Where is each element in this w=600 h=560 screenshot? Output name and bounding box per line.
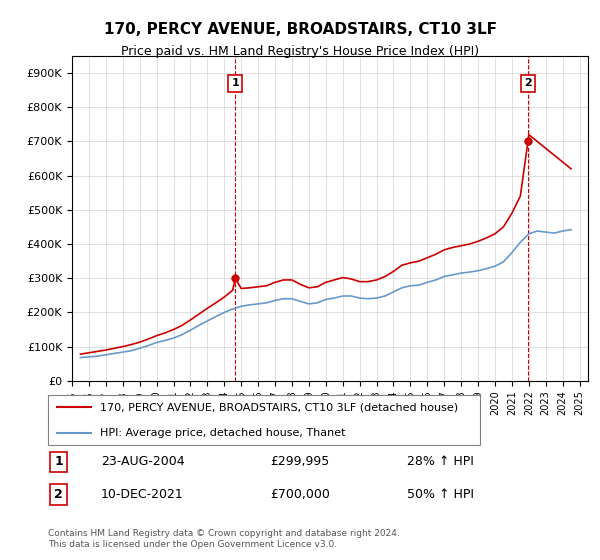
Text: HPI: Average price, detached house, Thanet: HPI: Average price, detached house, Than… <box>100 428 346 437</box>
Text: 170, PERCY AVENUE, BROADSTAIRS, CT10 3LF (detached house): 170, PERCY AVENUE, BROADSTAIRS, CT10 3LF… <box>100 403 458 412</box>
Text: £700,000: £700,000 <box>270 488 329 501</box>
Text: 1: 1 <box>232 78 239 88</box>
Text: Contains HM Land Registry data © Crown copyright and database right 2024.
This d: Contains HM Land Registry data © Crown c… <box>48 529 400 549</box>
Text: 50% ↑ HPI: 50% ↑ HPI <box>407 488 474 501</box>
Text: Price paid vs. HM Land Registry's House Price Index (HPI): Price paid vs. HM Land Registry's House … <box>121 45 479 58</box>
Text: 28% ↑ HPI: 28% ↑ HPI <box>407 455 474 468</box>
Text: 1: 1 <box>54 455 63 468</box>
Text: 23-AUG-2004: 23-AUG-2004 <box>101 455 184 468</box>
FancyBboxPatch shape <box>48 395 480 445</box>
Text: 2: 2 <box>524 78 532 88</box>
Text: 2: 2 <box>54 488 63 501</box>
Text: 10-DEC-2021: 10-DEC-2021 <box>101 488 184 501</box>
Text: £299,995: £299,995 <box>270 455 329 468</box>
Text: 170, PERCY AVENUE, BROADSTAIRS, CT10 3LF: 170, PERCY AVENUE, BROADSTAIRS, CT10 3LF <box>104 22 497 38</box>
